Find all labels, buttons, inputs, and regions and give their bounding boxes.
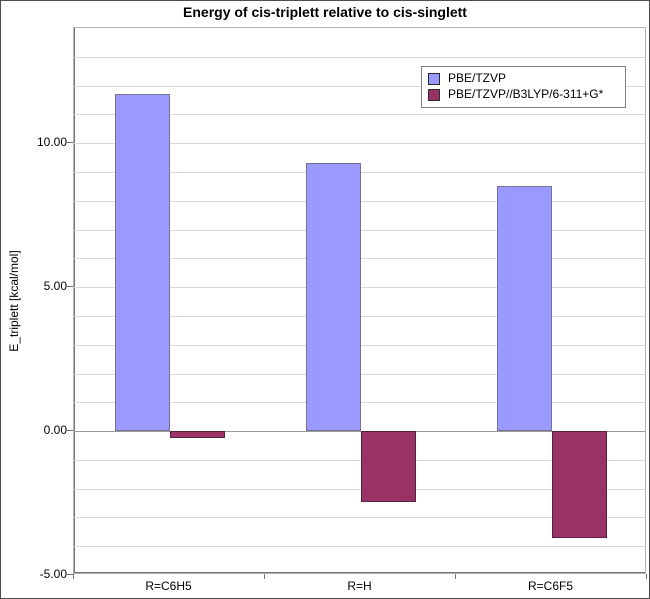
gridline (74, 85, 645, 87)
y-tick-mark (67, 286, 73, 288)
plot-area (73, 27, 646, 574)
gridline (74, 488, 645, 490)
y-axis-title: E_triplett [kcal/mol] (7, 250, 21, 352)
bar-pbe-tzvp-r-c6h5 (114, 94, 170, 431)
legend-item-series1: PBE/TZVP (428, 71, 619, 86)
legend-label-series2: PBE/TZVP//B3LYP/6-311+G* (448, 87, 604, 101)
y-tick-label: 0.00 (43, 423, 67, 438)
gridline (74, 517, 645, 519)
x-category-label: R=C6F5 (527, 579, 574, 593)
x-tick-mark (455, 574, 456, 579)
y-tick-label: 5.00 (43, 279, 67, 294)
bar-pbe-tzvp-b3lyp-6-311-g--r-c6h5 (169, 431, 225, 439)
bar-pbe-tzvp-b3lyp-6-311-g--r-c6f5 (551, 431, 607, 538)
gridline (74, 56, 645, 58)
gridline (74, 546, 645, 548)
chart-title: Energy of cis-triplett relative to cis-s… (183, 4, 467, 20)
x-tick-mark (73, 574, 74, 579)
gridline (74, 459, 645, 461)
bar-pbe-tzvp-r-h (305, 163, 361, 431)
gridline (74, 143, 645, 145)
legend-item-series2: PBE/TZVP//B3LYP/6-311+G* (428, 87, 619, 102)
x-tick-mark (264, 574, 265, 579)
legend-swatch-pbe-tzvp (428, 72, 440, 85)
bar-pbe-tzvp-b3lyp-6-311-g--r-h (360, 431, 416, 502)
zero-gridline (74, 431, 645, 433)
y-tick-label: -5.00 (39, 567, 67, 581)
y-axis-line (74, 28, 75, 573)
bar-pbe-tzvp-r-c6f5 (496, 186, 552, 431)
x-axis-line (74, 572, 645, 573)
legend-label-series1: PBE/TZVP (448, 71, 507, 85)
legend-swatch-pbe-tzvp-b3lyp (428, 88, 440, 101)
y-tick-mark (67, 430, 73, 432)
gridline (74, 114, 645, 116)
x-category-label: R=C6H5 (145, 579, 192, 593)
legend: PBE/TZVP PBE/TZVP//B3LYP/6-311+G* (421, 66, 626, 108)
x-tick-mark (646, 574, 647, 579)
y-tick-label: 10.00 (36, 135, 67, 150)
y-tick-mark (67, 574, 73, 575)
x-category-label: R=H (347, 579, 372, 593)
y-tick-mark (67, 142, 73, 144)
